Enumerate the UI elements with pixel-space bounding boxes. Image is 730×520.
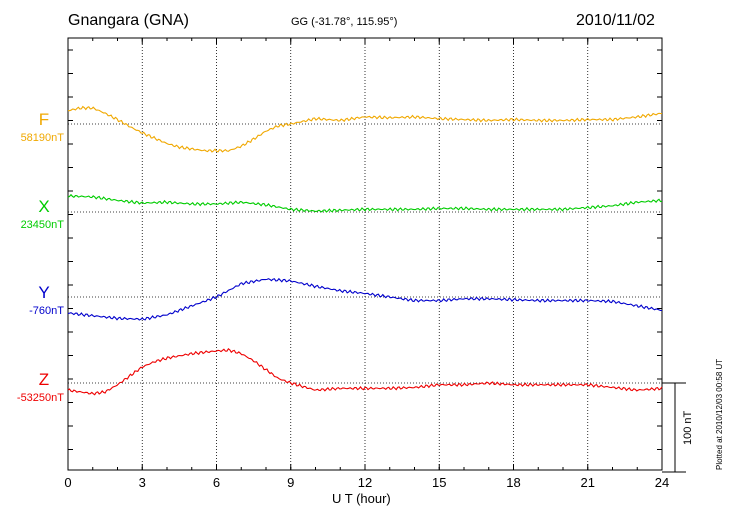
x-tick-label: 12: [358, 475, 372, 490]
series-baseline-x: 23450nT: [21, 219, 65, 231]
plot-date: 2010/11/02: [576, 12, 655, 29]
x-tick-label: 21: [581, 475, 595, 490]
station-title: Gnangara (GNA): [68, 12, 189, 29]
x-tick-label: 18: [506, 475, 520, 490]
series-letter-x: X: [38, 197, 49, 216]
series-line-y: [67, 277, 663, 321]
series-line-z: [67, 347, 663, 396]
series-letter-z: Z: [39, 370, 49, 389]
series-baseline-z: -53250nT: [17, 392, 64, 404]
x-axis-label: U T (hour): [332, 491, 391, 506]
series-line-f: [68, 105, 663, 153]
series-letter-y: Y: [38, 283, 49, 302]
series-line-x: [67, 193, 663, 213]
x-tick-label: 3: [139, 475, 146, 490]
station-coordinates: GG (-31.78°, 115.95°): [291, 16, 398, 28]
x-tick-label: 24: [655, 475, 669, 490]
series-baseline-y: -760nT: [29, 305, 64, 317]
x-tick-label: 6: [213, 475, 220, 490]
x-tick-label: 15: [432, 475, 446, 490]
series-letter-f: F: [39, 110, 49, 129]
x-tick-label: 9: [287, 475, 294, 490]
x-tick-label: 0: [64, 475, 71, 490]
series-baseline-f: 58190nT: [21, 132, 65, 144]
